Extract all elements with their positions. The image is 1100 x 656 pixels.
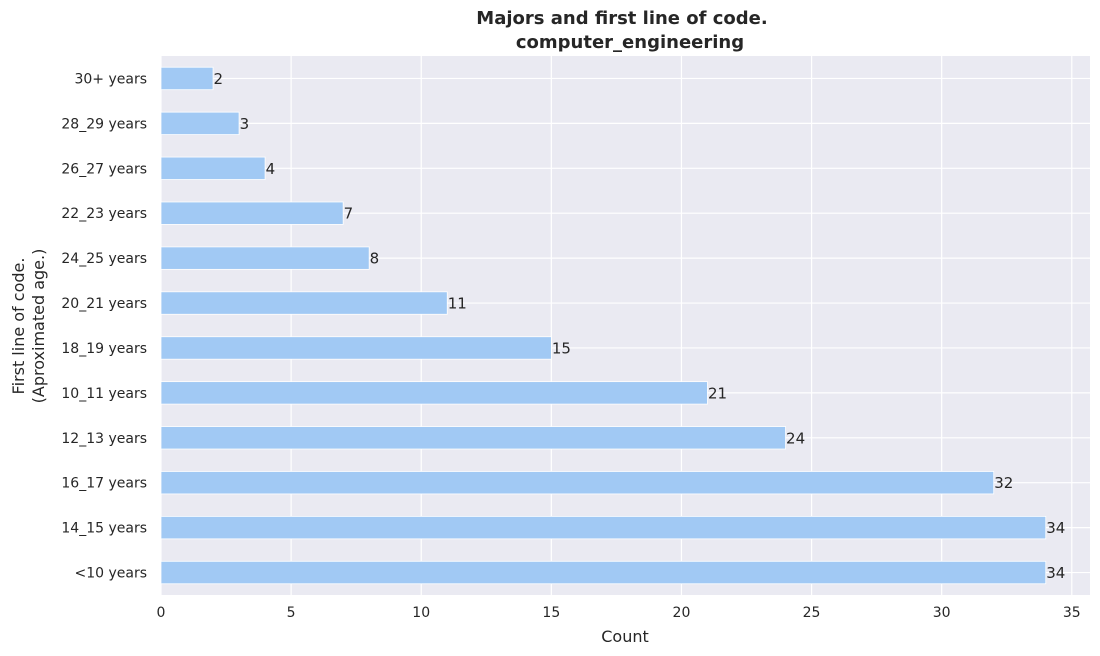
- y-axis-title: First line of code. (Aproximated age.): [9, 249, 48, 404]
- bar: [160, 111, 240, 136]
- y-tick-label: 12_13 years: [61, 431, 147, 447]
- bar-value-label: 4: [266, 160, 276, 178]
- x-tick-label: 25: [803, 605, 821, 621]
- bar: [160, 471, 995, 495]
- x-tick-label: 5: [287, 605, 296, 621]
- bar-value-label: 32: [994, 474, 1013, 492]
- bar-value-label: 15: [552, 339, 571, 357]
- y-tick-label: 16_17 years: [61, 476, 147, 492]
- x-tick-label: 10: [412, 605, 430, 621]
- x-tick-label: 0: [157, 605, 166, 621]
- bar-value-label: 7: [344, 205, 354, 223]
- bar-value-label: 11: [448, 295, 467, 313]
- y-tick-label: 22_23 years: [61, 206, 147, 222]
- bars: [160, 66, 1047, 585]
- y-axis-title-line-1: First line of code.: [9, 258, 28, 395]
- bar: [160, 201, 344, 225]
- bar: [160, 515, 1047, 540]
- x-tick-label: 20: [673, 605, 691, 621]
- bar: [160, 426, 786, 450]
- y-tick-label: 10_11 years: [61, 386, 147, 402]
- y-tick-label: 24_25 years: [61, 251, 147, 267]
- x-tick-label: 30: [933, 605, 951, 621]
- bar: [160, 336, 552, 360]
- bar-value-label: 24: [786, 429, 805, 447]
- bar-value-label: 3: [240, 115, 250, 133]
- bar-value-label: 34: [1046, 519, 1065, 537]
- bar: [160, 381, 708, 405]
- y-tick-label: <10 years: [74, 566, 147, 582]
- bar: [160, 66, 214, 91]
- y-tick-labels: <10 years 14_15 years 16_17 years 12_13 yea…: [61, 71, 147, 581]
- y-tick-label: 30+ years: [74, 71, 147, 87]
- chart-title-line-1: Majors and first line of code.: [476, 8, 767, 29]
- x-tick-label: 15: [542, 605, 560, 621]
- bar-value-label: 2: [214, 70, 224, 88]
- bar-value-label: 8: [370, 250, 380, 268]
- x-tick-labels: 0 5 10 15 20 25 30 35: [157, 605, 1081, 621]
- y-tick-label: 26_27 years: [61, 161, 147, 177]
- bar-value-label: 21: [708, 384, 727, 402]
- plot-area: [161, 56, 1090, 595]
- y-tick-label: 20_21 years: [61, 296, 147, 312]
- bar: [160, 560, 1047, 585]
- chart-title-line-2: computer_engineering: [516, 32, 744, 53]
- x-tick-label: 35: [1063, 605, 1081, 621]
- y-tick-label: 14_15 years: [61, 521, 147, 537]
- y-axis-title-line-2: (Aproximated age.): [29, 249, 48, 404]
- y-tick-label: 18_19 years: [61, 341, 147, 357]
- y-tick-label: 28_29 years: [61, 116, 147, 132]
- bar: [160, 246, 370, 270]
- x-axis-title: Count: [601, 627, 649, 646]
- bar: [160, 156, 266, 180]
- bar: [160, 291, 448, 315]
- bar-value-label: 34: [1046, 564, 1065, 582]
